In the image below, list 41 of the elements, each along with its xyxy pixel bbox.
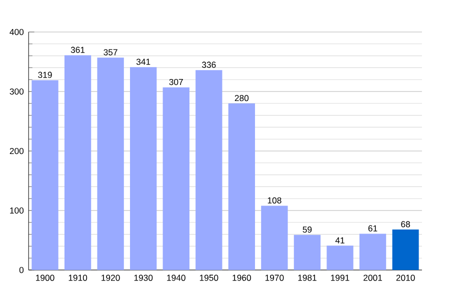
x-tick-label: 1970 (265, 274, 284, 281)
data-label: 307 (169, 78, 183, 86)
data-label: 59 (302, 226, 312, 233)
data-label: 68 (401, 221, 410, 228)
data-label: 361 (70, 46, 85, 53)
data-label: 341 (136, 58, 150, 65)
bar (294, 234, 321, 270)
x-tick-label: 1920 (102, 274, 120, 281)
x-tick-label: 2001 (364, 274, 382, 281)
bar (130, 67, 157, 270)
y-tick-label: 0 (19, 266, 24, 274)
bar (228, 103, 256, 270)
bar (261, 206, 288, 270)
y-tick-label: 200 (10, 148, 24, 154)
bar (97, 58, 124, 270)
data-label: 319 (38, 72, 52, 78)
data-label: 336 (202, 62, 216, 68)
bar (162, 87, 190, 270)
bar (32, 80, 58, 270)
x-tick-label: 1991 (331, 274, 350, 281)
bar (64, 55, 92, 270)
data-label: 280 (234, 95, 249, 102)
y-tick-label: 400 (10, 28, 24, 36)
x-tick-label: 1950 (200, 274, 218, 281)
y-tick-label: 300 (10, 88, 24, 95)
y-tick-label: 100 (10, 207, 24, 214)
x-tick-label: 1940 (167, 274, 186, 281)
data-label: 108 (268, 197, 282, 204)
data-label: 61 (368, 225, 378, 232)
x-tick-label: 1910 (68, 274, 88, 281)
bar (326, 246, 354, 270)
x-tick-label: 2010 (396, 274, 415, 281)
x-tick-label: 1981 (298, 274, 316, 281)
bar (392, 230, 419, 270)
bar (359, 234, 386, 270)
bar (196, 70, 222, 270)
x-tick-label: 1930 (134, 274, 153, 281)
data-label: 357 (104, 49, 118, 56)
x-tick-label: 1900 (36, 274, 54, 281)
data-label: 41 (335, 237, 344, 244)
x-tick-label: 1960 (232, 274, 251, 281)
